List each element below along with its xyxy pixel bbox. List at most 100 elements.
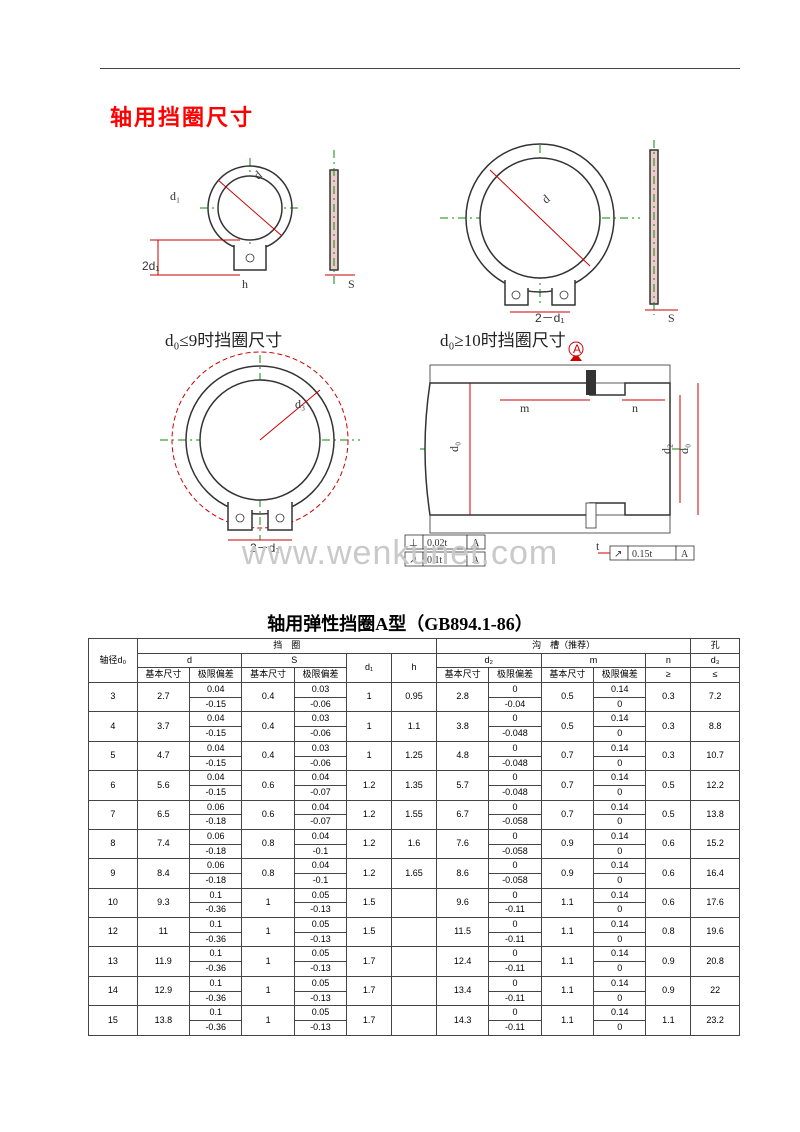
cell-d0: 14 — [89, 976, 138, 1005]
cell-n: 0.5 — [646, 771, 691, 800]
cell-d2: 5.7 — [436, 771, 488, 800]
cell-d2: 11.5 — [436, 918, 488, 947]
svg-text:S: S — [348, 277, 355, 291]
table-row: 76.50.06-0.180.60.04-0.071.21.556.70-0.0… — [89, 800, 740, 829]
cell-tol: 0.04-0.07 — [294, 771, 346, 800]
cell-d: 4.7 — [137, 741, 189, 770]
table-body: 32.70.04-0.150.40.03-0.0610.952.80-0.040… — [89, 683, 740, 1036]
cell-tol: 0.140 — [594, 683, 646, 712]
cell-tol: 0.140 — [594, 741, 646, 770]
cell-S: 0.4 — [242, 683, 294, 712]
cell-h: 1.55 — [392, 800, 437, 829]
cell-m: 0.7 — [541, 771, 593, 800]
cell-tol: 0.04-0.1 — [294, 859, 346, 888]
cell-tol: 0.06-0.18 — [190, 859, 242, 888]
table-row: 109.30.1-0.3610.05-0.131.59.60-0.111.10.… — [89, 888, 740, 917]
cell-h: 1.25 — [392, 741, 437, 770]
svg-text:n: n — [632, 401, 638, 415]
cell-m: 1.1 — [541, 888, 593, 917]
cell-tol: 0.03-0.06 — [294, 712, 346, 741]
cell-tol: 0.03-0.06 — [294, 683, 346, 712]
cell-d2: 6.7 — [436, 800, 488, 829]
table-row: 1513.80.1-0.3610.05-0.131.714.30-0.111.1… — [89, 1006, 740, 1035]
cell-m: 0.9 — [541, 829, 593, 858]
th-m: m — [541, 653, 646, 668]
cell-d: 8.4 — [137, 859, 189, 888]
cell-tol: 0.140 — [594, 800, 646, 829]
diagrams-svg: d d₁ 2d₁ h S d 2－d₁ — [100, 140, 700, 570]
cell-d3: 19.6 — [691, 918, 740, 947]
cell-tol: 0.05-0.13 — [294, 976, 346, 1005]
cell-n: 0.3 — [646, 683, 691, 712]
th-S: S — [242, 653, 347, 668]
cell-tol: 0-0.058 — [489, 829, 541, 858]
th-d0: 轴径d₀ — [89, 639, 138, 683]
cell-d3: 15.2 — [691, 829, 740, 858]
cell-d1: 1.2 — [347, 800, 392, 829]
cell-d1: 1.7 — [347, 976, 392, 1005]
cell-n: 0.9 — [646, 947, 691, 976]
cell-n: 0.6 — [646, 888, 691, 917]
th-nominal: 基本尺寸 — [541, 668, 593, 683]
cell-tol: 0-0.11 — [489, 888, 541, 917]
cell-tol: 0.03-0.06 — [294, 741, 346, 770]
caption-right: d₀≥10时挡圈尺寸 — [440, 326, 566, 351]
cell-d2: 8.6 — [436, 859, 488, 888]
table-row: 54.70.04-0.150.40.03-0.0611.254.80-0.048… — [89, 741, 740, 770]
cell-d1: 1.7 — [347, 947, 392, 976]
svg-text:2d₁: 2d₁ — [142, 259, 159, 273]
svg-text:t: t — [596, 539, 600, 553]
svg-text:h: h — [242, 277, 248, 291]
cell-d3: 22 — [691, 976, 740, 1005]
th-d2: d₂ — [436, 653, 541, 668]
cell-h: 1.35 — [392, 771, 437, 800]
table-row: 12110.1-0.3610.05-0.131.511.50-0.111.10.… — [89, 918, 740, 947]
cell-h: 1.65 — [392, 859, 437, 888]
cell-d0: 4 — [89, 712, 138, 741]
cell-tol: 0-0.048 — [489, 741, 541, 770]
table-row: 65.60.04-0.150.60.04-0.071.21.355.70-0.0… — [89, 771, 740, 800]
cell-m: 1.1 — [541, 947, 593, 976]
page-title: 轴用挡圈尺寸 — [110, 100, 254, 132]
cell-d0: 7 — [89, 800, 138, 829]
header-rule — [100, 68, 740, 69]
svg-text:2－d₁: 2－d₁ — [250, 541, 279, 555]
cell-S: 1 — [242, 918, 294, 947]
cell-d3: 7.2 — [691, 683, 740, 712]
cell-tol: 0.140 — [594, 976, 646, 1005]
cell-h — [392, 888, 437, 917]
cell-S: 0.6 — [242, 800, 294, 829]
th-ge: ≥ — [646, 668, 691, 683]
cell-n: 0.3 — [646, 741, 691, 770]
cell-S: 0.8 — [242, 829, 294, 858]
th-d1: d₁ — [347, 653, 392, 682]
cell-d: 7.4 — [137, 829, 189, 858]
cell-tol: 0.06-0.18 — [190, 829, 242, 858]
cell-tol: 0.140 — [594, 888, 646, 917]
cell-tol: 0.1-0.36 — [190, 976, 242, 1005]
cell-d0: 10 — [89, 888, 138, 917]
cell-d1: 1.5 — [347, 918, 392, 947]
cell-tol: 0.04-0.15 — [190, 683, 242, 712]
cell-S: 1 — [242, 976, 294, 1005]
cell-S: 1 — [242, 1006, 294, 1035]
cell-S: 1 — [242, 888, 294, 917]
svg-text:↗: ↗ — [614, 549, 622, 560]
cell-h — [392, 976, 437, 1005]
cell-d0: 15 — [89, 1006, 138, 1035]
cell-m: 0.5 — [541, 712, 593, 741]
cell-S: 0.6 — [242, 771, 294, 800]
th-groove: 沟 槽（推荐） — [436, 639, 690, 654]
cell-S: 1 — [242, 947, 294, 976]
cell-tol: 0.04-0.15 — [190, 771, 242, 800]
cell-m: 1.1 — [541, 976, 593, 1005]
table-row: 43.70.04-0.150.40.03-0.0611.13.80-0.0480… — [89, 712, 740, 741]
cell-d2: 12.4 — [436, 947, 488, 976]
cell-d: 11.9 — [137, 947, 189, 976]
cell-tol: 0-0.11 — [489, 947, 541, 976]
svg-text:0.1t: 0.1t — [427, 555, 443, 566]
cell-d2: 13.4 — [436, 976, 488, 1005]
cell-tol: 0.05-0.13 — [294, 888, 346, 917]
cell-d2: 14.3 — [436, 1006, 488, 1035]
cell-tol: 0-0.058 — [489, 800, 541, 829]
